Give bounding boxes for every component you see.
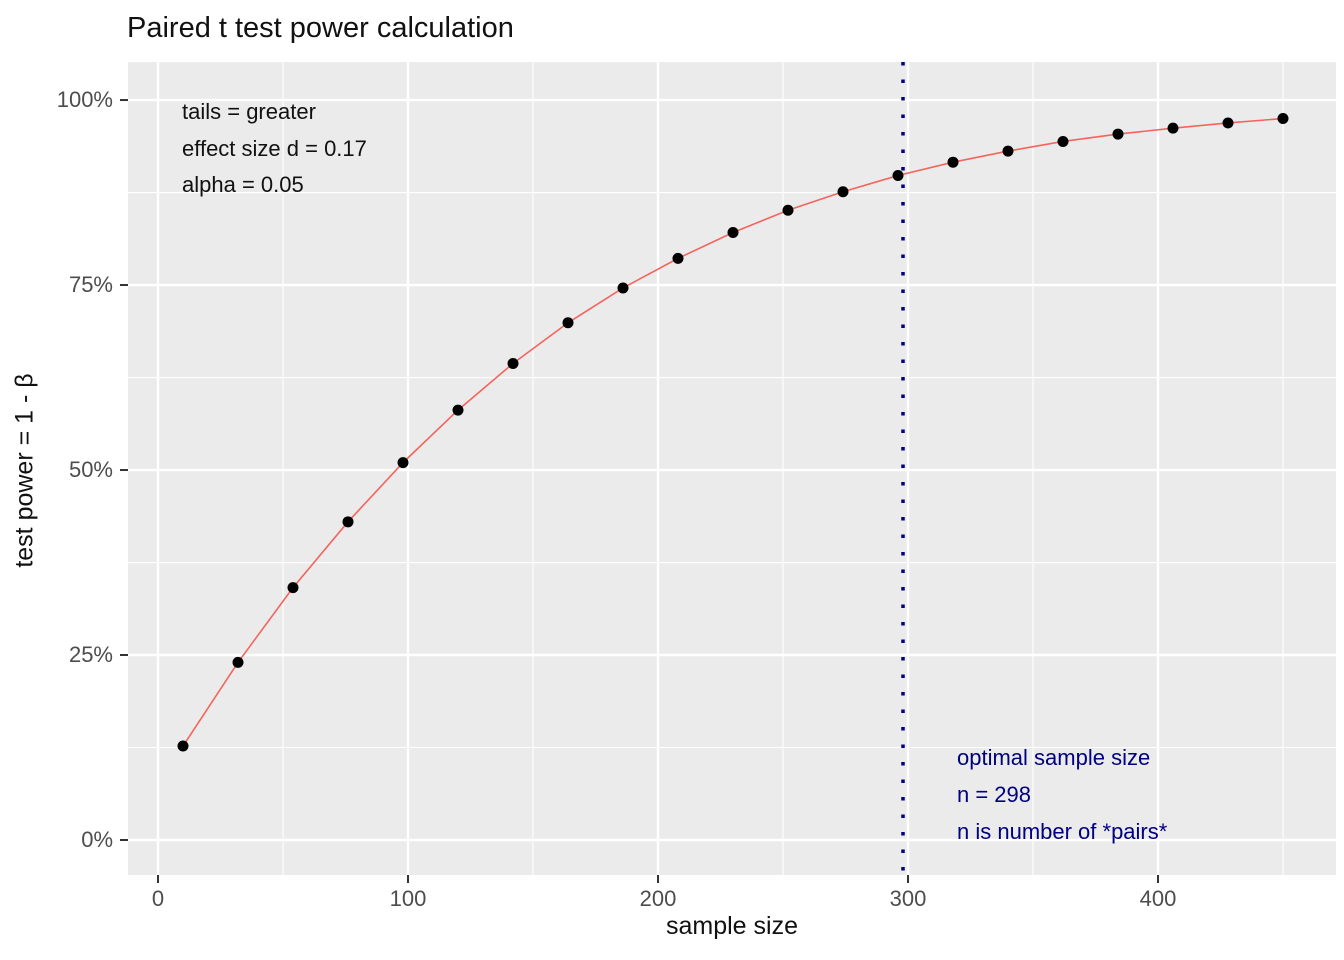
note-optimal-title: optimal sample size [957,745,1151,770]
note-tails: tails = greater [182,99,316,124]
y-tick-label: 25% [68,642,113,667]
data-point [342,516,354,528]
x-tick-label: 400 [1139,886,1177,911]
data-point [562,317,574,329]
data-point [1167,122,1179,134]
x-tick-label: 200 [639,886,677,911]
data-point [892,170,904,182]
optimal-sample-size-note: optimal sample size n = 298 n is number … [957,739,1167,850]
y-tick-label: 75% [68,272,113,298]
y-tick-label: 100% [56,87,113,113]
data-point [1222,117,1234,129]
data-point [617,282,629,294]
note-optimal-pairs: n is number of *pairs* [957,819,1168,844]
data-point [947,156,959,168]
y-tick-label: 50% [68,457,113,483]
plot-title: Paired t test power calculation [127,12,514,44]
data-point [837,186,849,198]
y-axis-title: test power = 1 - β [10,373,39,568]
data-point [1002,145,1014,157]
data-point [1277,113,1289,125]
note-effect-size: effect size d = 0.17 [182,135,367,161]
data-point [1057,135,1069,147]
x-axis-title: sample size [666,912,798,940]
note-alpha: alpha = 0.05 [182,172,304,197]
y-tick-label: 0% [81,826,113,852]
data-point [232,656,244,668]
plot-panel [128,62,1336,875]
data-point [397,457,409,469]
data-point [287,582,299,594]
data-point [672,252,684,264]
data-point [452,404,464,416]
data-point [507,357,519,369]
data-point [177,740,189,752]
test-parameters-note: tails = greater effect size d = 0.17 alp… [182,94,367,204]
x-tick-label: 0 [151,886,165,911]
data-point [1112,128,1124,140]
x-tick-label: 100 [389,886,427,911]
data-point [727,226,739,238]
data-point [782,204,794,216]
x-tick-label: 300 [889,886,927,911]
note-optimal-n: n = 298 [957,782,1032,807]
